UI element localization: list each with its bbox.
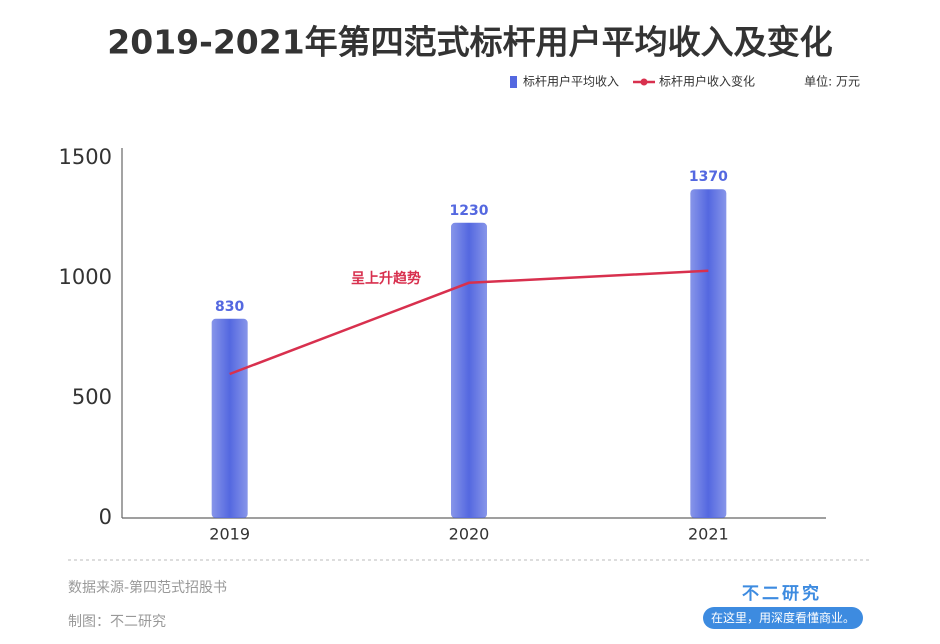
brand: 不二研究 (742, 583, 822, 604)
y-tick-label: 0 (99, 505, 112, 529)
y-tick-label: 1500 (59, 145, 112, 169)
legend-dot (640, 78, 648, 86)
slogan-pill (703, 607, 863, 629)
unit: 单位: 万元 (804, 74, 860, 89)
bar (451, 222, 487, 519)
value-label: 1230 (450, 203, 489, 219)
y-tick-label: 500 (72, 385, 112, 409)
bar (690, 189, 727, 518)
y-tick-label: 1000 (59, 265, 112, 289)
value-label: 1370 (689, 169, 728, 185)
bar (211, 318, 248, 518)
legend-label: 标杆用户收入变化 (659, 74, 755, 89)
legend-label: 标杆用户平均收入 (523, 74, 619, 89)
credit: 制图：不二研究 (68, 614, 166, 630)
x-tick-label: 2020 (449, 525, 490, 544)
legend-swatch (510, 76, 517, 88)
line (229, 269, 709, 376)
value-label: 830 (215, 299, 244, 315)
x-tick-label: 2021 (688, 525, 729, 544)
annotation: 呈上升趋势 (351, 270, 421, 287)
source: 数据来源-第四范式招股书 (68, 579, 227, 596)
chart-title: 2019-2021年第四范式标杆用户平均收入及变化 (107, 23, 832, 62)
x-tick-label: 2019 (209, 525, 250, 544)
slogan: 在这里，用深度看懂商业。 (711, 610, 855, 625)
